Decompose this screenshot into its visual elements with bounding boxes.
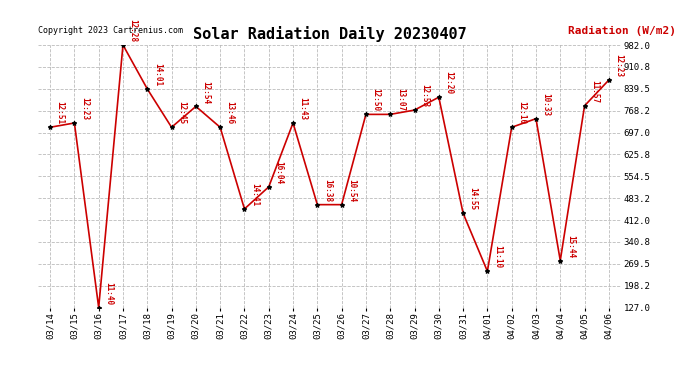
Point bbox=[506, 124, 518, 130]
Text: 12:28: 12:28 bbox=[128, 19, 137, 42]
Point bbox=[555, 258, 566, 264]
Text: 16:04: 16:04 bbox=[275, 161, 284, 184]
Point bbox=[69, 120, 80, 126]
Point bbox=[45, 124, 56, 130]
Point bbox=[603, 77, 614, 83]
Point bbox=[141, 86, 152, 92]
Text: 11:57: 11:57 bbox=[590, 80, 599, 103]
Text: 10:33: 10:33 bbox=[542, 93, 551, 116]
Point bbox=[579, 103, 590, 109]
Point bbox=[409, 107, 420, 113]
Text: 14:01: 14:01 bbox=[152, 63, 162, 86]
Text: 12:45: 12:45 bbox=[177, 101, 186, 124]
Text: 13:46: 13:46 bbox=[226, 101, 235, 124]
Point bbox=[239, 206, 250, 212]
Text: 11:40: 11:40 bbox=[104, 282, 113, 305]
Point bbox=[288, 120, 299, 126]
Text: 14:41: 14:41 bbox=[250, 183, 259, 206]
Point bbox=[457, 210, 469, 216]
Text: 10:54: 10:54 bbox=[347, 179, 356, 202]
Text: 11:10: 11:10 bbox=[493, 245, 502, 268]
Text: 12:53: 12:53 bbox=[420, 84, 429, 107]
Point bbox=[336, 202, 347, 208]
Text: 13:07: 13:07 bbox=[396, 88, 405, 112]
Text: 12:51: 12:51 bbox=[56, 101, 65, 124]
Text: Radiation (W/m2): Radiation (W/m2) bbox=[568, 26, 676, 36]
Text: 12:54: 12:54 bbox=[201, 81, 210, 104]
Text: 15:44: 15:44 bbox=[566, 235, 575, 258]
Point bbox=[433, 94, 444, 100]
Point bbox=[263, 184, 274, 190]
Point bbox=[312, 202, 323, 208]
Point bbox=[385, 111, 396, 117]
Point bbox=[482, 268, 493, 274]
Text: 16:38: 16:38 bbox=[323, 179, 332, 202]
Title: Solar Radiation Daily 20230407: Solar Radiation Daily 20230407 bbox=[193, 27, 466, 42]
Text: 12:23: 12:23 bbox=[80, 97, 89, 120]
Text: 12:50: 12:50 bbox=[371, 88, 380, 112]
Text: 12:20: 12:20 bbox=[444, 71, 453, 94]
Text: 14:55: 14:55 bbox=[469, 188, 477, 210]
Point bbox=[117, 42, 128, 48]
Text: 11:43: 11:43 bbox=[299, 97, 308, 120]
Text: Copyright 2023 Cartrenius.com: Copyright 2023 Cartrenius.com bbox=[38, 26, 183, 35]
Text: 12:10: 12:10 bbox=[518, 101, 526, 124]
Point bbox=[360, 111, 371, 117]
Point bbox=[93, 304, 104, 310]
Point bbox=[531, 116, 542, 122]
Point bbox=[190, 104, 201, 110]
Point bbox=[166, 124, 177, 130]
Text: 12:23: 12:23 bbox=[614, 54, 623, 77]
Point bbox=[215, 124, 226, 130]
